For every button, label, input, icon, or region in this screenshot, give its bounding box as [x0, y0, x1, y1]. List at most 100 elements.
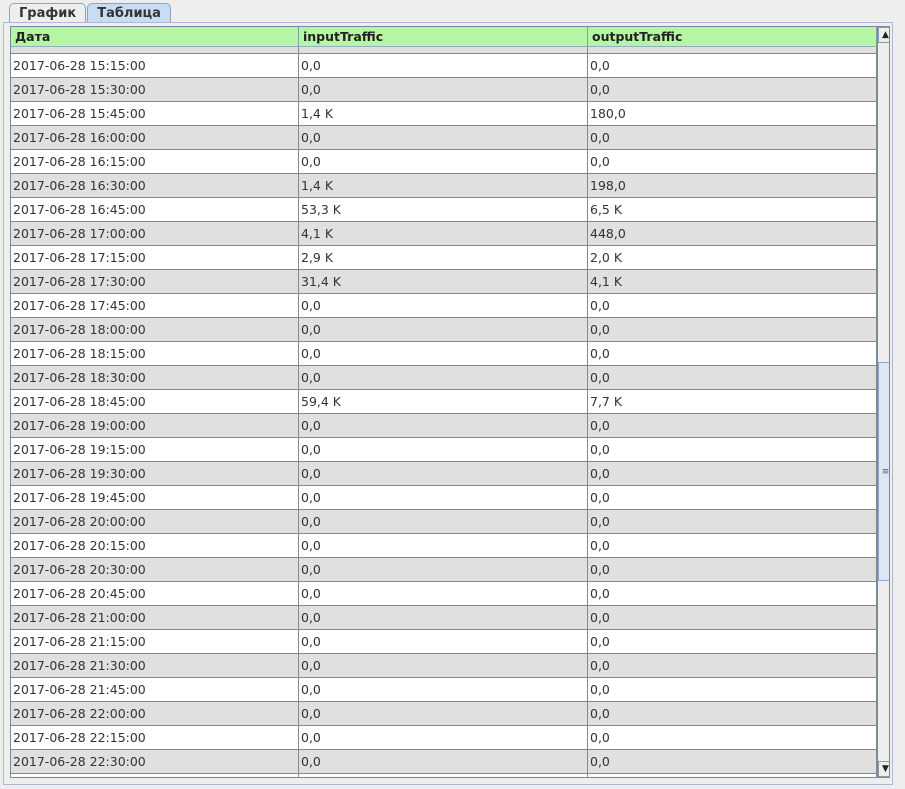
- table-row[interactable]: 2017-06-28 21:00:00 0,0 0,0: [11, 606, 877, 630]
- cell-input-traffic: 0,0: [299, 702, 588, 725]
- cell-output-traffic: 0,0: [588, 150, 877, 173]
- cell-input-traffic: 0,0: [299, 582, 588, 605]
- table-row[interactable]: 2017-06-28 21:45:00 0,0 0,0: [11, 678, 877, 702]
- cell-input-traffic: 0,0: [299, 630, 588, 653]
- cell-input-traffic: 59,4 K: [299, 390, 588, 413]
- grip-icon: ≡: [881, 466, 890, 477]
- cell-input-traffic: 0,0: [299, 294, 588, 317]
- cell-output-traffic: 7,7 K: [588, 390, 877, 413]
- table-row[interactable]: 2017-06-28 19:30:00 0,0 0,0: [11, 462, 877, 486]
- table-row[interactable]: 2017-06-28 22:15:00 0,0 0,0: [11, 726, 877, 750]
- cell-output-traffic: 198,0: [588, 174, 877, 197]
- arrow-down-icon: ▼: [882, 764, 889, 774]
- cell-input-traffic: 0,0: [299, 366, 588, 389]
- cell-output-traffic: 0,0: [588, 678, 877, 701]
- cell-output-traffic: 0,0: [588, 366, 877, 389]
- cell-output-traffic: 0,0: [588, 342, 877, 365]
- cell-output-traffic: 0,0: [588, 510, 877, 533]
- table-row[interactable]: 2017-06-28 19:45:00 0,0 0,0: [11, 486, 877, 510]
- scrollbar-thumb[interactable]: ≡: [878, 362, 890, 581]
- table-row[interactable]: 2017-06-28 16:45:00 53,3 K 6,5 K: [11, 198, 877, 222]
- cell-output-traffic: 0,0: [588, 630, 877, 653]
- cell-input-traffic: 0,0: [299, 750, 588, 773]
- table-row[interactable]: 2017-06-28 16:15:00 0,0 0,0: [11, 150, 877, 174]
- cell-input-traffic: 0,0: [299, 726, 588, 749]
- cell-input-traffic: 4,1 K: [299, 222, 588, 245]
- cell-date: 2017-06-28 19:45:00: [11, 486, 299, 509]
- column-header-input-traffic[interactable]: inputTraffic: [299, 27, 588, 46]
- cell-input-traffic: 0,0: [299, 318, 588, 341]
- table-row[interactable]: 2017-06-28 18:15:00 0,0 0,0: [11, 342, 877, 366]
- cell-output-traffic: 0,0: [588, 294, 877, 317]
- cell-input-traffic: 0,0: [299, 150, 588, 173]
- column-header-output-traffic[interactable]: outputTraffic: [588, 27, 877, 46]
- cell-date: 2017-06-28 18:30:00: [11, 366, 299, 389]
- cell-input-traffic: 0,0: [299, 342, 588, 365]
- table-row[interactable]: 2017-06-28 19:00:00 0,0 0,0: [11, 414, 877, 438]
- table-row[interactable]: 2017-06-28 17:00:00 4,1 K 448,0: [11, 222, 877, 246]
- cell-output-traffic: 2,0 K: [588, 246, 877, 269]
- cell-input-traffic: 0,0: [299, 126, 588, 149]
- cell-date: 2017-06-28 16:30:00: [11, 174, 299, 197]
- cell-output-traffic: 0,0: [588, 654, 877, 677]
- table-row[interactable]: 2017-06-28 22:30:00 0,0 0,0: [11, 750, 877, 774]
- tab-bar: График Таблица: [9, 3, 172, 23]
- cell-output-traffic: 0,0: [588, 318, 877, 341]
- cell-date: 2017-06-28 18:45:00: [11, 390, 299, 413]
- cell-input-traffic: 0,0: [299, 438, 588, 461]
- table-row[interactable]: 2017-06-28 22:00:00 0,0 0,0: [11, 702, 877, 726]
- column-header-date[interactable]: Дата: [11, 27, 299, 46]
- table-row[interactable]: 2017-06-28 20:45:00 0,0 0,0: [11, 582, 877, 606]
- table-header: Дата inputTraffic outputTraffic: [11, 27, 877, 47]
- vertical-scrollbar[interactable]: ▲ ≡ ▼: [877, 27, 890, 777]
- cell-date: 2017-06-28 17:15:00: [11, 246, 299, 269]
- table-row[interactable]: 2017-06-28 20:00:00 0,0 0,0: [11, 510, 877, 534]
- tab-table[interactable]: Таблица: [87, 3, 171, 23]
- table-row[interactable]: 2017-06-28 17:45:00 0,0 0,0: [11, 294, 877, 318]
- table-row[interactable]: 2017-06-28 18:00:00 0,0 0,0: [11, 318, 877, 342]
- table-row-partial[interactable]: [11, 47, 877, 54]
- cell-input-traffic: 0,0: [299, 678, 588, 701]
- cell-input-traffic: 1,4 K: [299, 102, 588, 125]
- cell-input-traffic: 0,0: [299, 654, 588, 677]
- table-row[interactable]: 2017-06-28 17:30:00 31,4 K 4,1 K: [11, 270, 877, 294]
- cell-input-traffic: 0,0: [299, 606, 588, 629]
- scroll-up-button[interactable]: ▲: [878, 27, 889, 43]
- table-row[interactable]: 2017-06-28 15:30:00 0,0 0,0: [11, 78, 877, 102]
- tab-panel: Дата inputTraffic outputTraffic 2017-06-…: [3, 22, 893, 785]
- cell-input-traffic: 0,0: [299, 510, 588, 533]
- table-row[interactable]: 2017-06-28 17:15:00 2,9 K 2,0 K: [11, 246, 877, 270]
- cell-output-traffic: 0,0: [588, 414, 877, 437]
- table-row[interactable]: 2017-06-28 21:15:00 0,0 0,0: [11, 630, 877, 654]
- arrow-up-icon: ▲: [882, 30, 889, 40]
- cell-date: 2017-06-28 19:00:00: [11, 414, 299, 437]
- cell-date: 2017-06-28 16:45:00: [11, 198, 299, 221]
- cell-date: 2017-06-28 21:15:00: [11, 630, 299, 653]
- table-row[interactable]: 2017-06-28 20:15:00 0,0 0,0: [11, 534, 877, 558]
- table-row-partial[interactable]: [11, 774, 877, 777]
- table-row[interactable]: 2017-06-28 16:30:00 1,4 K 198,0: [11, 174, 877, 198]
- cell-date: 2017-06-28 20:00:00: [11, 510, 299, 533]
- cell-output-traffic: 0,0: [588, 126, 877, 149]
- table-row[interactable]: 2017-06-28 20:30:00 0,0 0,0: [11, 558, 877, 582]
- table-row[interactable]: 2017-06-28 18:45:00 59,4 K 7,7 K: [11, 390, 877, 414]
- tab-chart[interactable]: График: [9, 3, 87, 23]
- cell-output-traffic: 0,0: [588, 462, 877, 485]
- table-row[interactable]: 2017-06-28 21:30:00 0,0 0,0: [11, 654, 877, 678]
- traffic-table: Дата inputTraffic outputTraffic 2017-06-…: [10, 26, 890, 778]
- cell-output-traffic: 6,5 K: [588, 198, 877, 221]
- cell-date: 2017-06-28 22:15:00: [11, 726, 299, 749]
- table-row[interactable]: 2017-06-28 16:00:00 0,0 0,0: [11, 126, 877, 150]
- cell-input-traffic: 0,0: [299, 534, 588, 557]
- cell-output-traffic: 0,0: [588, 78, 877, 101]
- table-row[interactable]: 2017-06-28 15:45:00 1,4 K 180,0: [11, 102, 877, 126]
- cell-date: 2017-06-28 19:15:00: [11, 438, 299, 461]
- cell-input-traffic: 31,4 K: [299, 270, 588, 293]
- cell-date: 2017-06-28 21:00:00: [11, 606, 299, 629]
- table-row[interactable]: 2017-06-28 15:15:00 0,0 0,0: [11, 54, 877, 78]
- table-row[interactable]: 2017-06-28 18:30:00 0,0 0,0: [11, 366, 877, 390]
- scroll-down-button[interactable]: ▼: [878, 761, 889, 777]
- cell-input-traffic: 2,9 K: [299, 246, 588, 269]
- cell-output-traffic: 0,0: [588, 534, 877, 557]
- table-row[interactable]: 2017-06-28 19:15:00 0,0 0,0: [11, 438, 877, 462]
